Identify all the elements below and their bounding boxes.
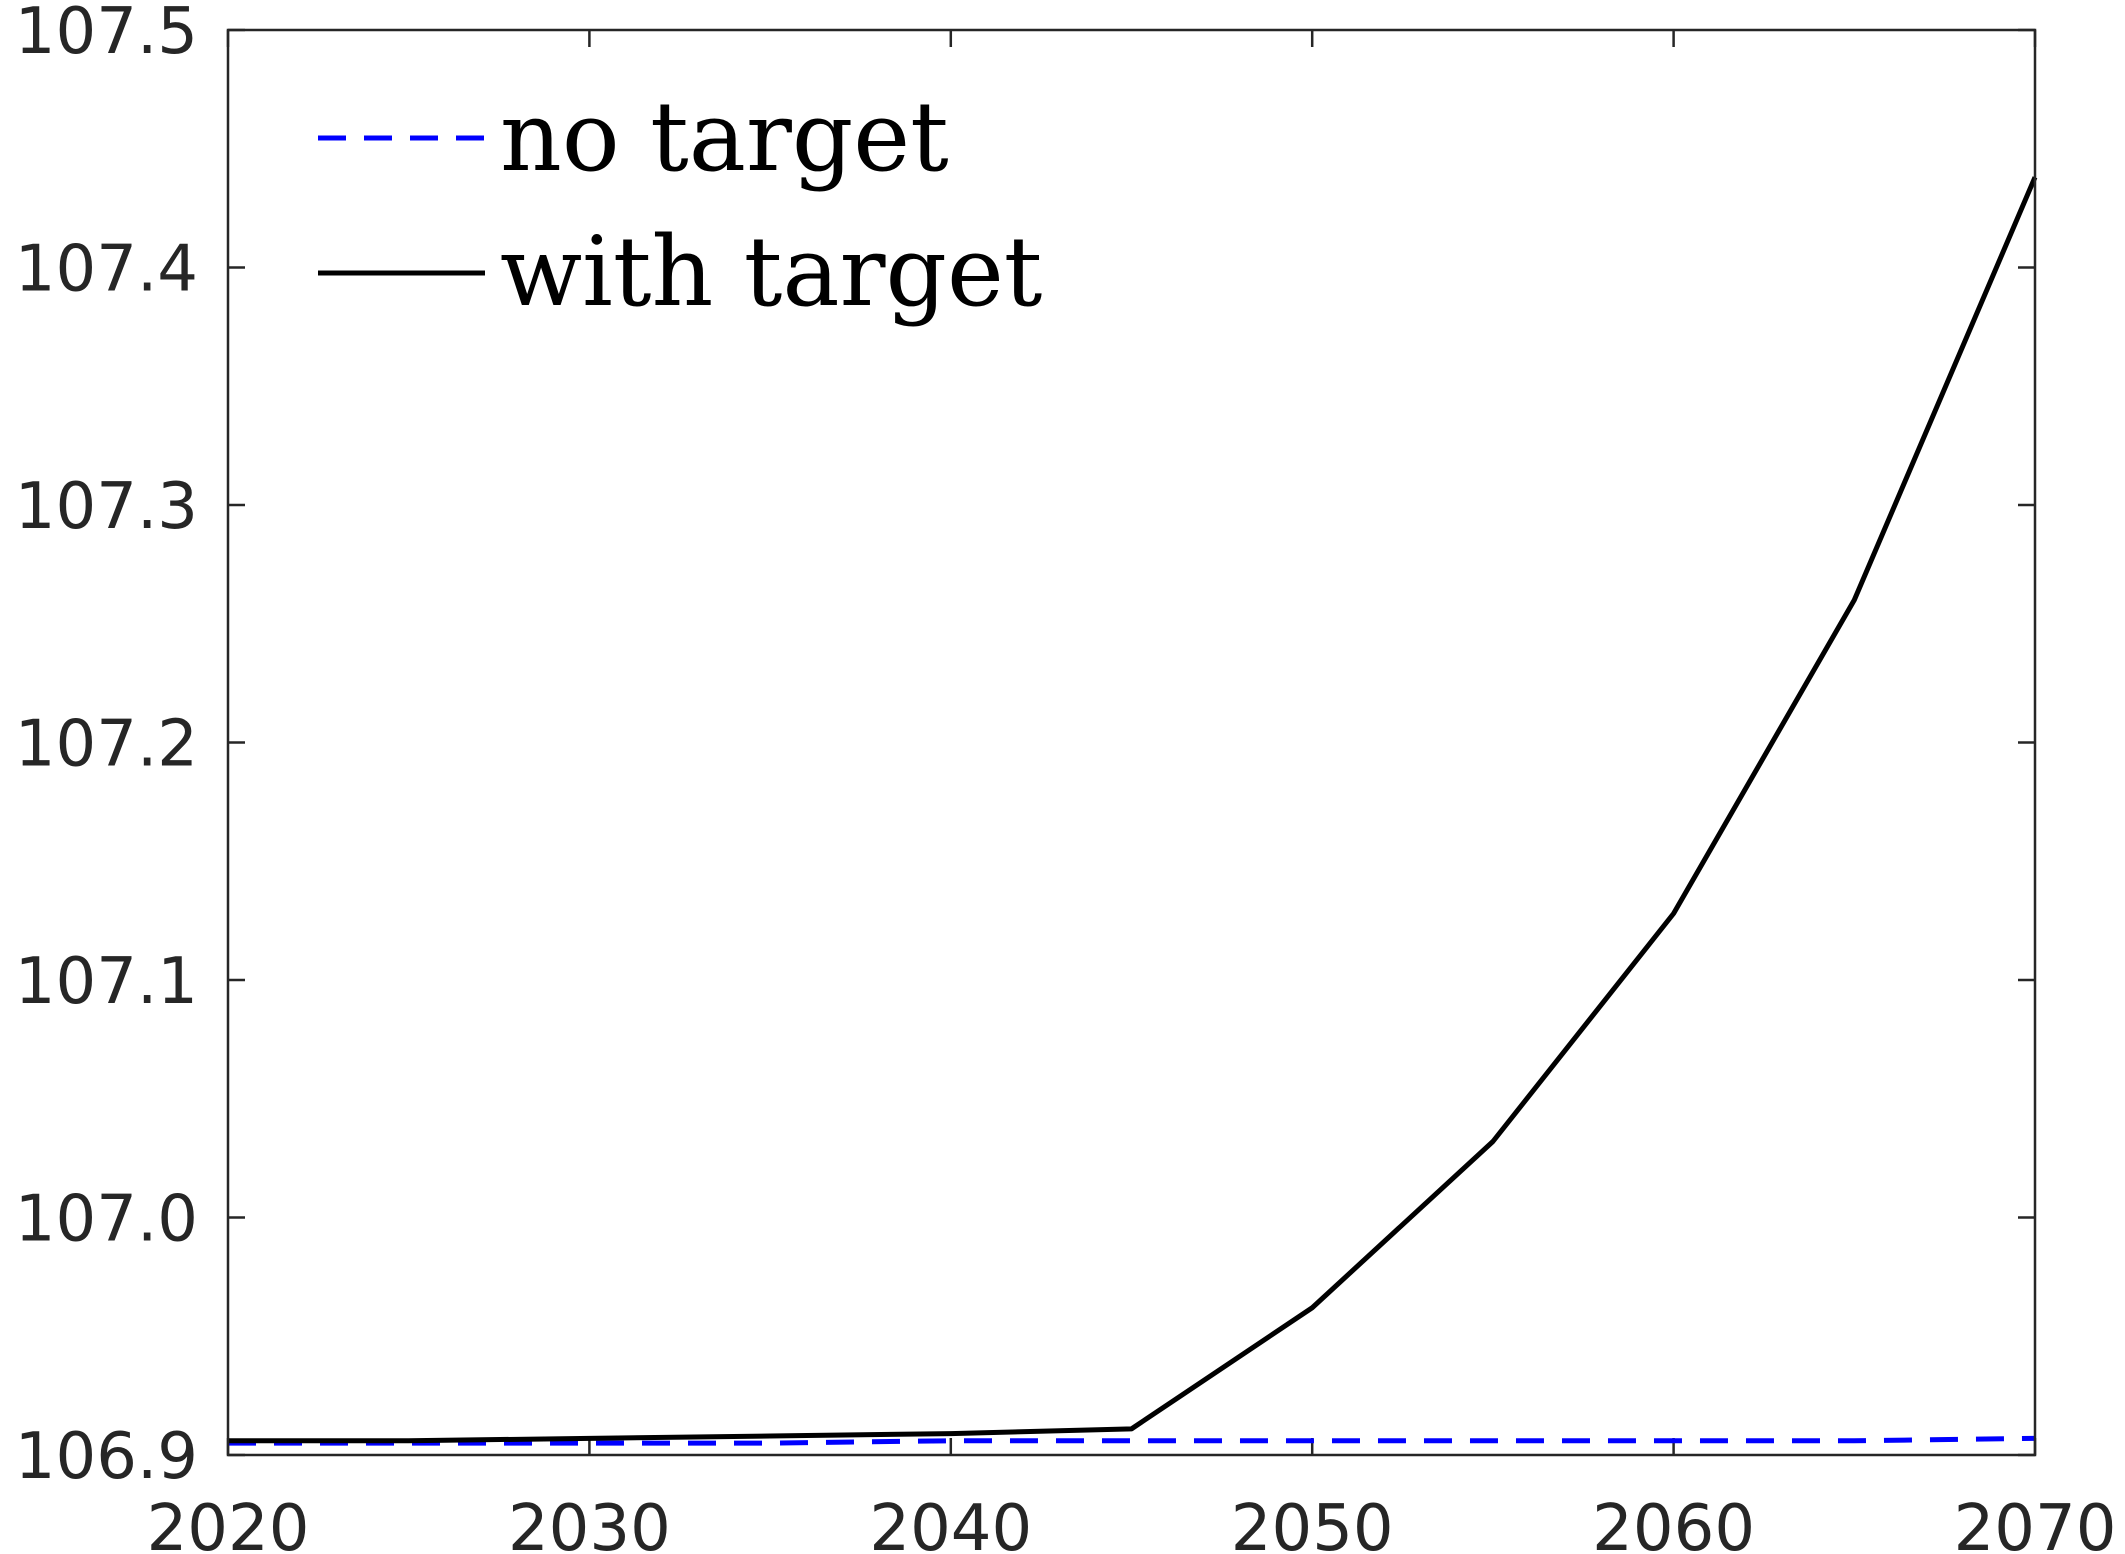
x-tick-label: 2030 bbox=[508, 1492, 671, 1554]
y-tick-label: 107.1 bbox=[15, 945, 198, 1019]
y-tick-labels: 106.9 107.0 107.1 107.2 107.3 107.4 107.5 bbox=[15, 0, 198, 1494]
legend-label-2: with target bbox=[500, 216, 1042, 328]
x-tick-label: 2060 bbox=[1592, 1492, 1755, 1554]
series-line-1 bbox=[228, 1435, 2036, 1446]
x-tick-labels: 2020 2030 2040 2050 2060 2070 bbox=[147, 1492, 2117, 1554]
x-tick-label: 2070 bbox=[1954, 1492, 2117, 1554]
x-tick-label: 2050 bbox=[1231, 1492, 1394, 1554]
y-tick-label: 107.3 bbox=[15, 470, 198, 544]
series-line-2 bbox=[228, 176, 2038, 1444]
y-tick-label: 107.5 bbox=[15, 0, 198, 69]
y-tick-label: 106.9 bbox=[15, 1420, 198, 1494]
series-lines bbox=[228, 176, 2038, 1446]
legend: no target with target bbox=[318, 81, 1042, 328]
legend-label-1: no target bbox=[500, 81, 949, 193]
plot-area bbox=[228, 30, 2035, 1455]
y-tick-label: 107.0 bbox=[15, 1183, 198, 1257]
x-tick-label: 2040 bbox=[869, 1492, 1032, 1554]
x-tick-label: 2020 bbox=[147, 1492, 310, 1554]
y-tick-label: 107.2 bbox=[15, 708, 198, 782]
y-tick-label: 107.4 bbox=[15, 233, 198, 307]
axes-box bbox=[226, 28, 2037, 1457]
